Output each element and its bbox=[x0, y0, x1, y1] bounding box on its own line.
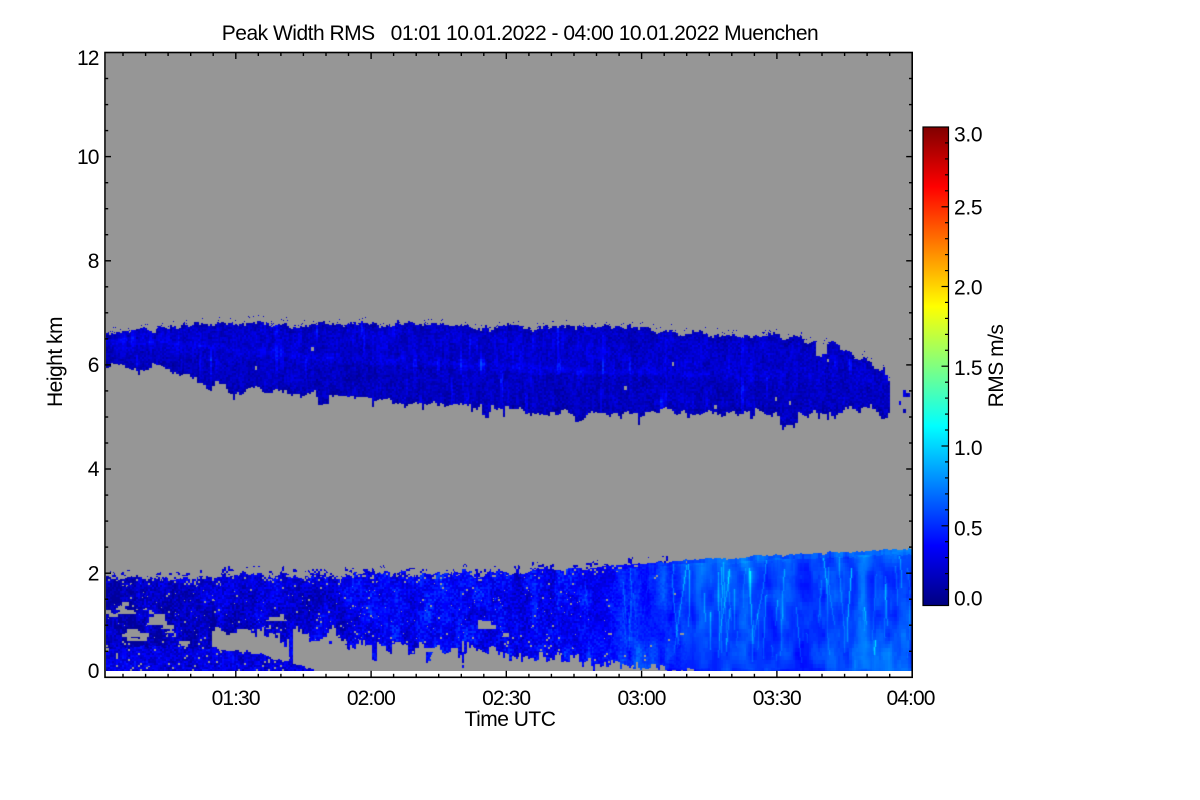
svg-text:1.5: 1.5 bbox=[954, 357, 982, 380]
svg-text:6: 6 bbox=[88, 354, 99, 377]
svg-text:03:00: 03:00 bbox=[617, 687, 665, 710]
svg-text:2.5: 2.5 bbox=[954, 197, 982, 220]
svg-text:12: 12 bbox=[77, 47, 99, 70]
svg-text:0.5: 0.5 bbox=[954, 518, 982, 541]
svg-text:03:30: 03:30 bbox=[753, 687, 801, 710]
svg-text:Peak Width RMS 01:01 10.01.2: Peak Width RMS 01:01 10.01.2022 - 04:00 … bbox=[222, 22, 818, 45]
svg-text:8: 8 bbox=[88, 250, 99, 273]
svg-text:0.0: 0.0 bbox=[954, 588, 982, 611]
svg-text:RMS m/s: RMS m/s bbox=[985, 325, 1008, 408]
svg-text:4: 4 bbox=[88, 458, 100, 481]
svg-text:10: 10 bbox=[77, 146, 99, 169]
svg-text:04:00: 04:00 bbox=[886, 687, 934, 710]
svg-text:Height km: Height km bbox=[44, 317, 67, 407]
svg-text:Time UTC: Time UTC bbox=[465, 708, 556, 731]
svg-text:2: 2 bbox=[88, 562, 99, 585]
svg-text:0: 0 bbox=[88, 660, 99, 683]
svg-text:1.0: 1.0 bbox=[954, 437, 982, 460]
svg-text:3.0: 3.0 bbox=[954, 123, 982, 146]
svg-text:02:30: 02:30 bbox=[482, 687, 530, 710]
svg-text:02:00: 02:00 bbox=[347, 687, 395, 710]
svg-text:01:30: 01:30 bbox=[212, 687, 260, 710]
svg-text:2.0: 2.0 bbox=[954, 277, 982, 300]
